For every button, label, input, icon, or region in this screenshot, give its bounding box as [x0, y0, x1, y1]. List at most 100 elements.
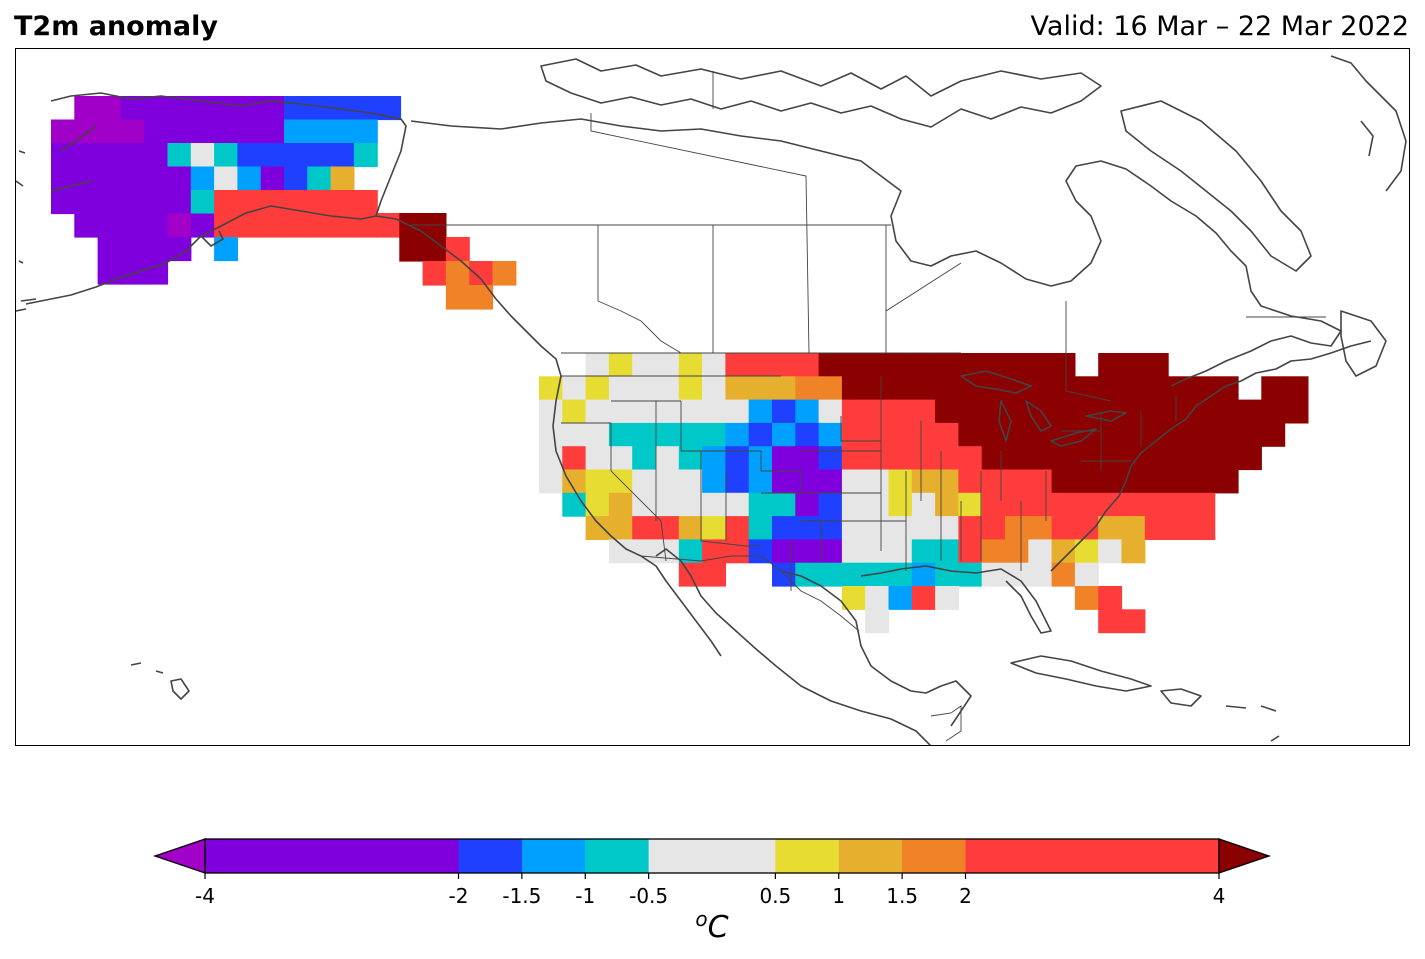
anomaly-cell — [1191, 492, 1216, 517]
anomaly-cell — [935, 469, 959, 494]
anomaly-cell — [888, 353, 913, 377]
anomaly-cell — [702, 446, 726, 471]
anomaly-cell — [678, 353, 703, 377]
anomaly-cell — [958, 353, 983, 377]
colorbar-unit-label: oC — [695, 907, 728, 945]
colorbar-tick-label: 1.5 — [886, 884, 919, 908]
anomaly-cell — [97, 119, 122, 144]
border-us-states — [561, 375, 1177, 591]
anomaly-cell — [958, 562, 983, 587]
anomaly-cell — [1051, 399, 1076, 424]
anomaly-cell — [1074, 399, 1099, 424]
anomaly-cell — [1121, 516, 1146, 540]
anomaly-cell — [422, 261, 447, 286]
coastline-baja-mexico — [640, 548, 932, 745]
anomaly-cell — [981, 516, 1006, 540]
anomaly-cell — [1074, 376, 1099, 401]
anomaly-cell — [51, 119, 75, 144]
anomaly-cell — [632, 353, 657, 377]
anomaly-cell — [795, 353, 820, 377]
anomaly-cell — [702, 539, 726, 564]
anomaly-cell — [725, 469, 750, 494]
anomaly-cell — [353, 96, 378, 121]
anomaly-cell — [1074, 539, 1099, 564]
coastline-atlantic — [1050, 340, 1372, 572]
anomaly-cell — [725, 539, 750, 564]
anomaly-cell — [284, 190, 308, 215]
anomaly-cell — [818, 469, 843, 494]
anomaly-cell — [353, 190, 378, 215]
anomaly-cell — [1051, 376, 1076, 401]
anomaly-cell — [748, 492, 773, 517]
anomaly-cell — [237, 166, 262, 191]
anomaly-cell — [1121, 353, 1146, 377]
anomaly-cell — [1098, 469, 1123, 494]
anomaly-cell — [748, 376, 773, 401]
anomaly-cell — [1144, 492, 1169, 517]
anomaly-cell — [748, 539, 773, 564]
anomaly-cell — [144, 237, 169, 262]
anomaly-cell — [958, 399, 983, 424]
anomaly-cell — [190, 166, 215, 191]
anomaly-cell — [818, 492, 843, 517]
anomaly-cell — [1121, 539, 1146, 564]
coastline-hawaii — [130, 662, 190, 700]
anomaly-cell — [167, 166, 192, 191]
anomaly-cell — [678, 492, 703, 517]
anomaly-cell — [748, 422, 773, 447]
anomaly-cell — [935, 539, 959, 564]
anomaly-cell — [841, 492, 866, 517]
anomaly-cell — [935, 376, 959, 401]
anomaly-cell — [492, 261, 517, 286]
anomaly-cell — [865, 609, 890, 634]
anomaly-cell — [935, 492, 959, 517]
anomaly-cell — [865, 562, 890, 587]
anomaly-cell — [1098, 609, 1123, 634]
anomaly-cell — [144, 96, 169, 121]
anomaly-cell — [144, 213, 169, 238]
anomaly-cell — [748, 353, 773, 377]
anomaly-cell — [307, 119, 332, 144]
anomaly-cell — [678, 469, 703, 494]
anomaly-cell — [1051, 562, 1076, 587]
anomaly-cell — [1191, 446, 1216, 471]
border-us-mexico — [640, 555, 860, 632]
anomaly-cell — [1168, 516, 1192, 540]
anomaly-cell — [911, 469, 936, 494]
anomaly-cell — [1284, 376, 1309, 401]
anomaly-cell — [1074, 446, 1099, 471]
coastline-canada-north — [410, 118, 1342, 387]
anomaly-cell — [330, 143, 355, 168]
anomaly-cell — [748, 399, 773, 424]
anomaly-grid-cells — [51, 96, 1309, 634]
colorbar-segment — [965, 839, 1220, 873]
anomaly-cell — [167, 237, 192, 262]
anomaly-cell — [958, 539, 983, 564]
anomaly-cell — [935, 353, 959, 377]
colorbar-ticks — [204, 873, 1220, 879]
anomaly-cell — [353, 119, 378, 144]
map-title: T2m anomaly — [14, 11, 218, 42]
anomaly-cell — [632, 539, 657, 564]
anomaly-cell — [958, 376, 983, 401]
anomaly-cell — [702, 353, 726, 377]
anomaly-cell — [841, 353, 866, 377]
anomaly-cell — [1098, 539, 1123, 564]
anomaly-cell — [608, 376, 633, 401]
border-canada-us — [411, 224, 961, 354]
anomaly-cell — [144, 119, 169, 144]
anomaly-cell — [655, 399, 680, 424]
anomaly-cell — [1074, 422, 1099, 447]
colorbar-tick-label: -0.5 — [629, 884, 669, 908]
anomaly-cell — [167, 96, 192, 121]
anomaly-cell — [888, 562, 913, 587]
anomaly-cell — [1238, 446, 1262, 471]
anomaly-cell — [1238, 422, 1262, 447]
anomaly-cell — [678, 376, 703, 401]
anomaly-cell — [772, 492, 796, 517]
anomaly-cell — [51, 166, 75, 191]
anomaly-cell — [655, 446, 680, 471]
anomaly-cell — [888, 399, 913, 424]
anomaly-cell — [445, 237, 470, 262]
anomaly-cell — [632, 516, 657, 540]
